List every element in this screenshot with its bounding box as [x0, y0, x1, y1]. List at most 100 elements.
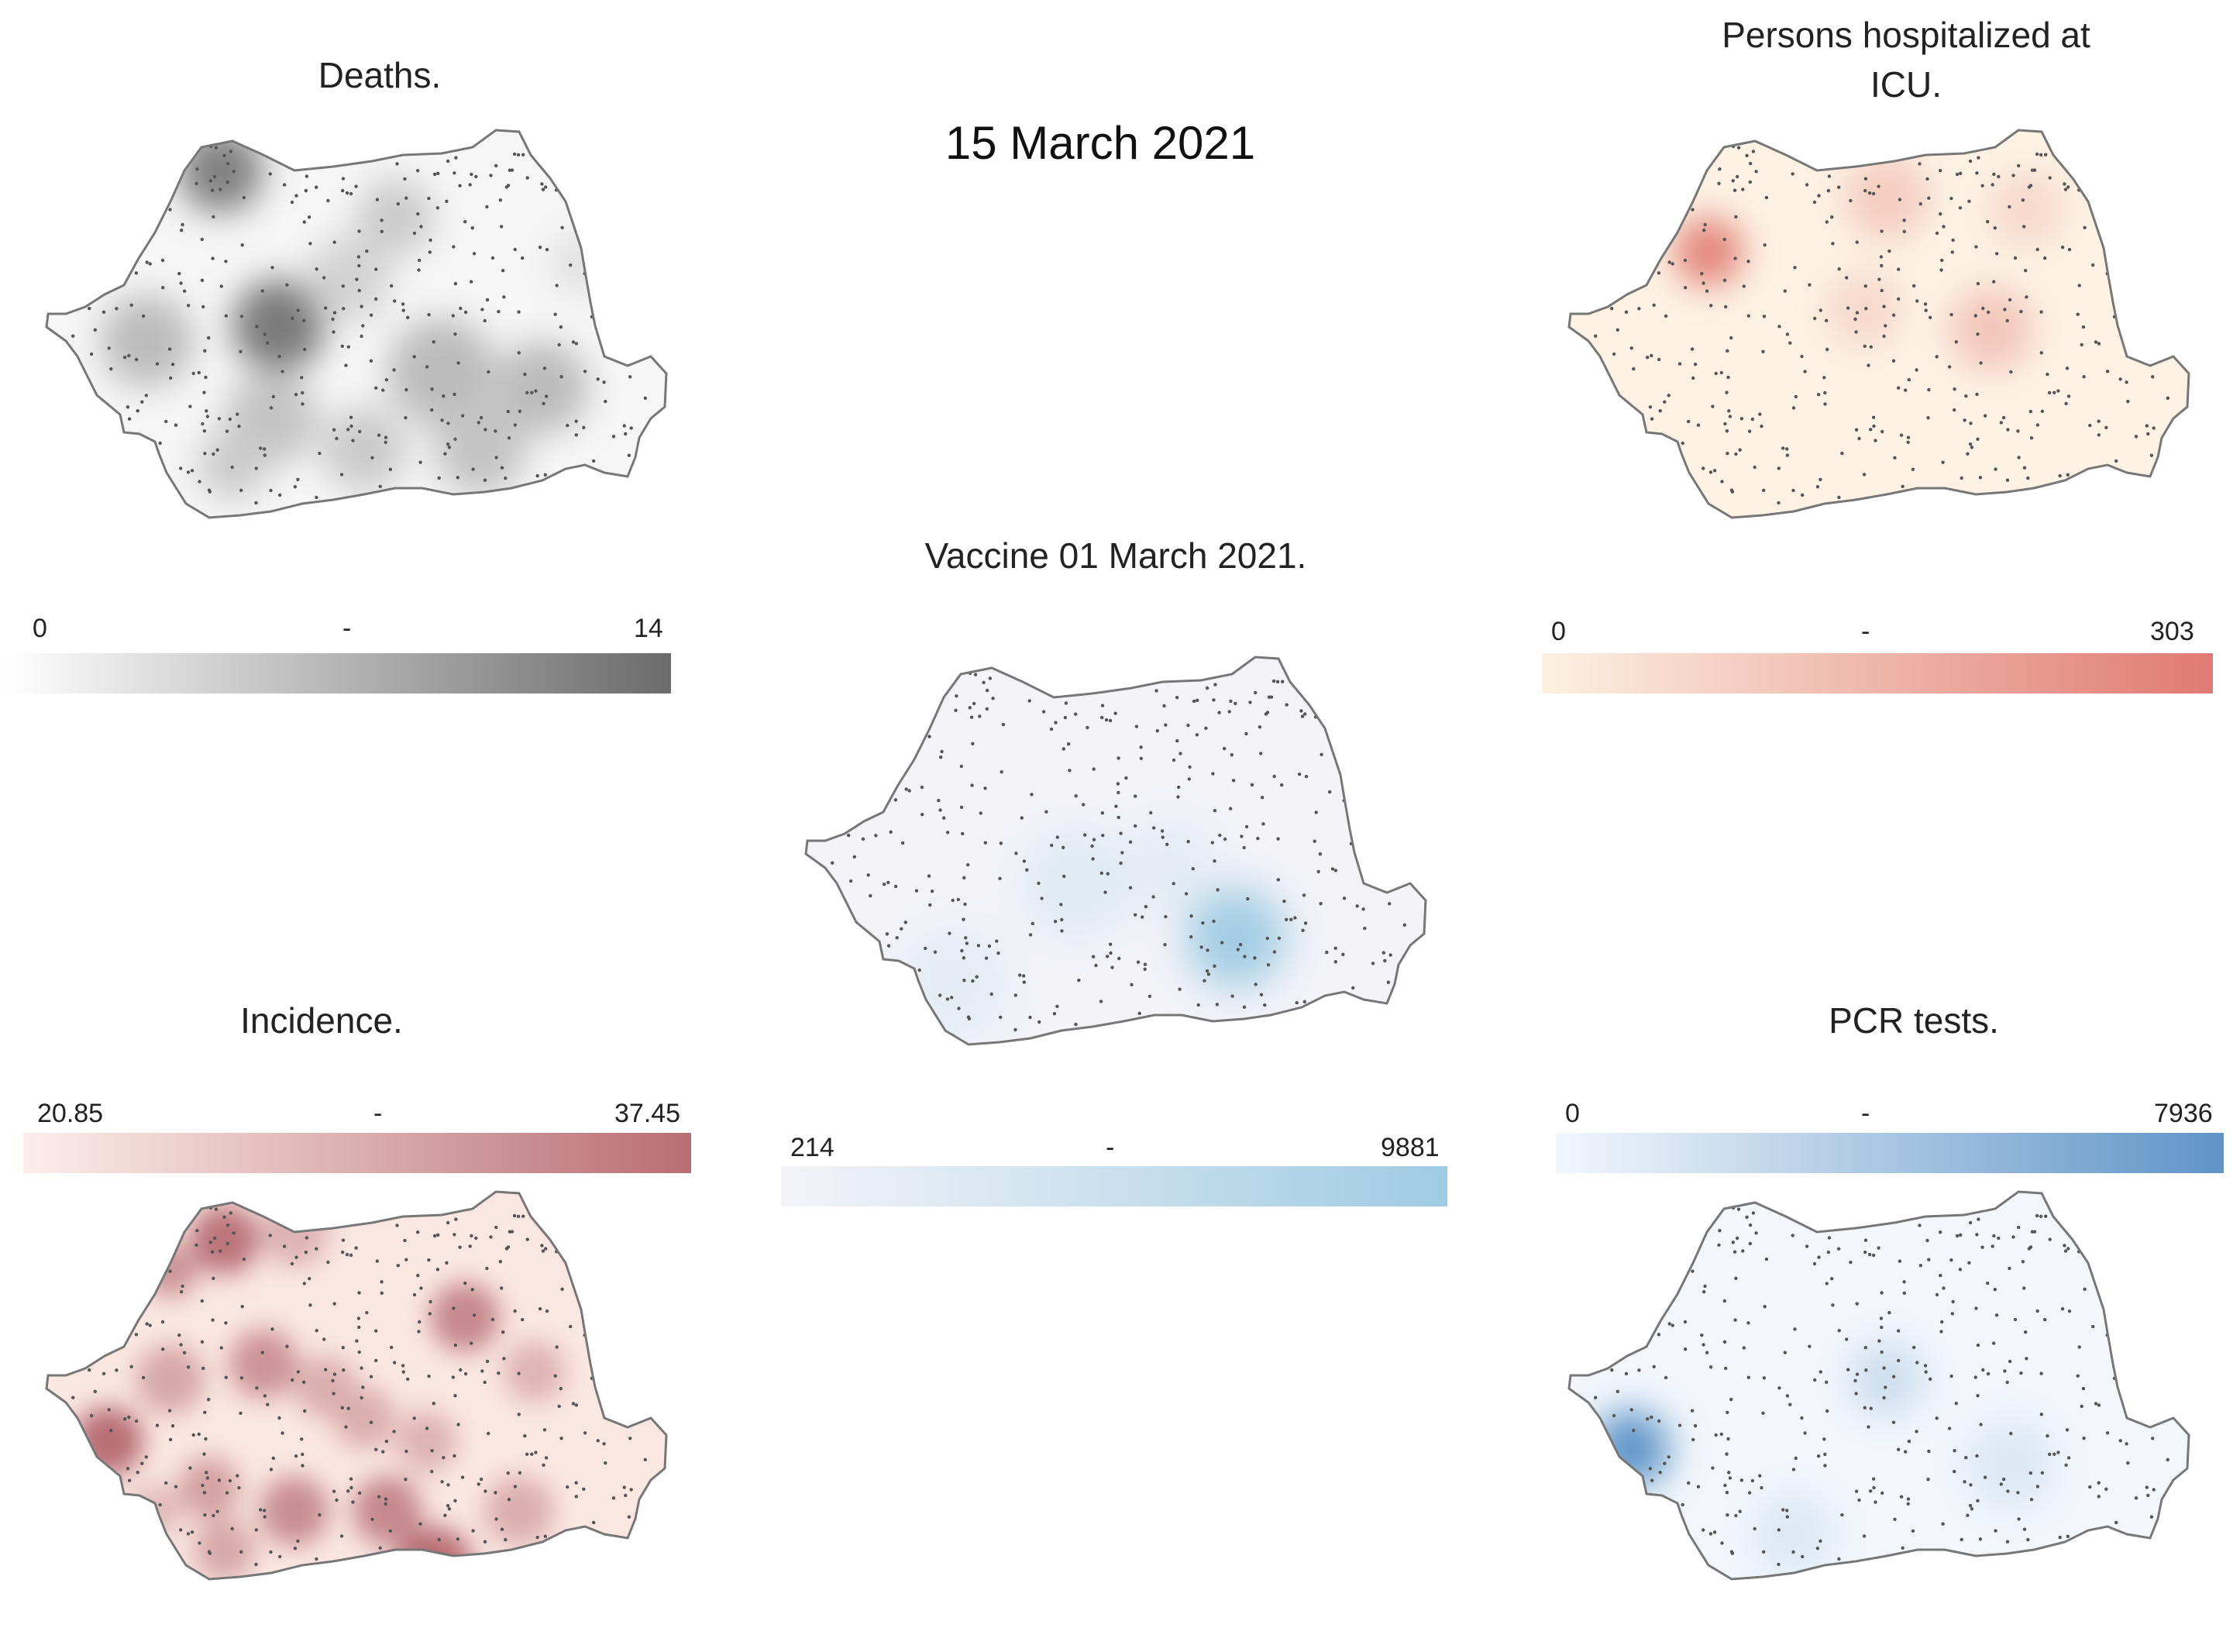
- locality-dot: [628, 375, 632, 379]
- locality-dot: [2126, 399, 2130, 404]
- locality-dot: [1265, 711, 1270, 714]
- locality-dot: [384, 440, 387, 444]
- locality-dot: [332, 1302, 336, 1306]
- locality-dot: [521, 1214, 525, 1218]
- locality-dot: [1691, 208, 1695, 212]
- locality-dot: [1657, 1419, 1661, 1423]
- locality-dot: [2134, 435, 2138, 439]
- locality-dot: [1285, 917, 1289, 921]
- locality-dot: [384, 1439, 389, 1444]
- locality-dot: [2097, 1403, 2101, 1407]
- locality-dot: [269, 1550, 273, 1554]
- locality-dot: [201, 1366, 205, 1371]
- locality-dot: [1371, 962, 1375, 965]
- locality-dot: [1869, 345, 1873, 349]
- locality-dot: [1950, 1312, 1954, 1316]
- locality-dot: [979, 811, 982, 815]
- locality-dot: [416, 1230, 420, 1234]
- locality-dot: [1801, 1554, 1805, 1559]
- locality-dot: [463, 1372, 468, 1376]
- locality-dot: [1022, 974, 1026, 978]
- locality-dot: [1067, 742, 1071, 746]
- locality-dot: [972, 701, 976, 706]
- locality-dot: [1223, 746, 1227, 751]
- locality-dot: [1030, 793, 1034, 797]
- locality-dot: [480, 308, 484, 311]
- locality-dot: [1714, 1433, 1718, 1437]
- locality-dot: [294, 1255, 298, 1259]
- locality-dot: [1880, 288, 1884, 293]
- locality-dot: [1230, 994, 1234, 998]
- locality-dot: [1213, 808, 1217, 813]
- locality-dot: [962, 956, 966, 960]
- locality-dot: [1137, 1011, 1141, 1015]
- locality-dot: [1764, 1257, 1769, 1261]
- locality-dot: [212, 174, 217, 179]
- locality-dot: [502, 1357, 506, 1361]
- locality-dot: [1904, 1450, 1908, 1454]
- locality-dot: [2065, 367, 2070, 370]
- locality-dot: [2077, 1345, 2081, 1349]
- locality-dot: [1960, 1537, 1963, 1542]
- locality-dot: [1884, 1385, 1887, 1389]
- locality-dot: [470, 1341, 473, 1345]
- locality-dot: [428, 1312, 432, 1316]
- locality-dot: [1196, 698, 1199, 702]
- locality-dot: [1711, 1466, 1715, 1470]
- icu-color-scale: [1542, 653, 2213, 693]
- locality-dot: [1929, 315, 1932, 319]
- locality-dot: [182, 289, 187, 293]
- locality-dot: [1927, 196, 1931, 200]
- locality-dot: [582, 425, 586, 429]
- locality-dot: [1918, 1264, 1922, 1268]
- locality-dot: [985, 688, 989, 693]
- locality-dot: [1258, 725, 1262, 729]
- locality-dot: [1777, 1386, 1781, 1390]
- locality-dot: [308, 1303, 312, 1307]
- locality-dot: [335, 436, 339, 441]
- locality-dot: [1119, 861, 1123, 866]
- locality-dot: [179, 466, 183, 470]
- incidence-hotspot: [190, 1205, 260, 1275]
- locality-dot: [1062, 845, 1065, 849]
- locality-dot: [500, 466, 504, 470]
- locality-dot: [1837, 185, 1841, 189]
- locality-dot: [365, 1310, 369, 1315]
- locality-dot: [500, 1527, 504, 1531]
- locality-dot: [1869, 428, 1873, 432]
- locality-dot: [1712, 1530, 1717, 1534]
- locality-dot: [2066, 185, 2070, 189]
- locality-dot: [349, 415, 353, 419]
- locality-dot: [1099, 871, 1103, 875]
- locality-dot: [1939, 1230, 1942, 1234]
- locality-dot: [224, 1321, 228, 1325]
- locality-dot: [1899, 433, 1904, 437]
- locality-dot: [260, 289, 264, 293]
- locality-dot: [1664, 1375, 1668, 1380]
- locality-dot: [1302, 1000, 1306, 1003]
- locality-dot: [357, 229, 361, 233]
- locality-dot: [1632, 367, 1636, 371]
- deaths-legend-min: 0: [33, 614, 47, 643]
- locality-dot: [2064, 1463, 2068, 1467]
- locality-dot: [181, 222, 184, 227]
- locality-dot: [412, 1416, 416, 1420]
- locality-dot: [1949, 1258, 1953, 1262]
- locality-dot: [324, 1368, 328, 1372]
- locality-dot: [164, 1481, 168, 1485]
- locality-dot: [1849, 1260, 1853, 1265]
- locality-dot: [1691, 1269, 1695, 1273]
- locality-dot: [322, 276, 326, 280]
- locality-dot: [1761, 1411, 1765, 1415]
- locality-dot: [2076, 1374, 2080, 1378]
- locality-dot: [460, 1475, 465, 1479]
- locality-dot: [2060, 1307, 2065, 1311]
- locality-dot: [179, 1343, 183, 1347]
- locality-dot: [2025, 1357, 2028, 1361]
- locality-dot: [229, 150, 233, 153]
- locality-dot: [1800, 354, 1804, 359]
- locality-dot: [1281, 680, 1285, 683]
- locality-dot: [553, 312, 557, 316]
- locality-dot: [315, 267, 318, 271]
- locality-dot: [358, 1491, 362, 1495]
